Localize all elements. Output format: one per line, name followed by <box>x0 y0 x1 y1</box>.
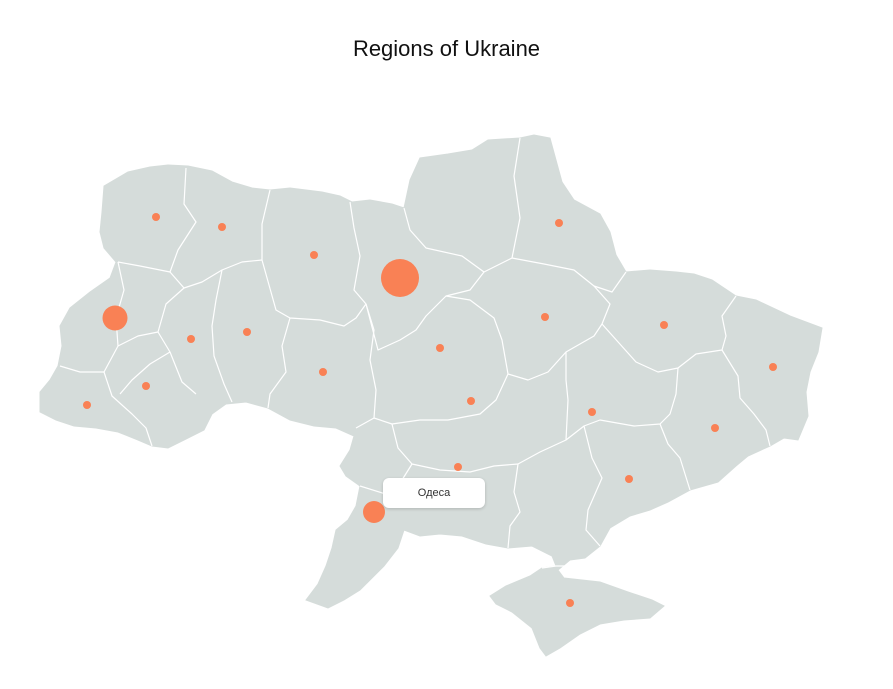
marker-odesa[interactable] <box>363 501 385 523</box>
marker-small[interactable] <box>83 401 91 409</box>
marker-small[interactable] <box>319 368 327 376</box>
region-border <box>355 303 377 429</box>
region-border <box>507 352 569 549</box>
region-border <box>117 331 159 347</box>
marker-small[interactable] <box>625 475 633 483</box>
region-border <box>157 287 197 395</box>
marker-small[interactable] <box>541 313 549 321</box>
region-border <box>261 201 367 327</box>
region-border <box>565 367 679 441</box>
region-border <box>593 271 627 293</box>
marker-small[interactable] <box>769 363 777 371</box>
region-border <box>721 349 771 447</box>
marker-small[interactable] <box>711 424 719 432</box>
region-border <box>601 295 737 373</box>
marker-small[interactable] <box>436 344 444 352</box>
marker-small[interactable] <box>467 397 475 405</box>
marker-small[interactable] <box>142 382 150 390</box>
marker-large[interactable] <box>381 259 419 297</box>
marker-small[interactable] <box>218 223 226 231</box>
map-title: Regions of Ukraine <box>352 36 541 61</box>
region-border <box>211 269 233 403</box>
region-border <box>583 425 603 547</box>
marker-small[interactable] <box>454 463 462 471</box>
marker-large[interactable] <box>102 305 128 331</box>
marker-small[interactable] <box>660 321 668 329</box>
region-border <box>267 317 291 409</box>
marker-small[interactable] <box>243 328 251 336</box>
region-border <box>169 189 271 289</box>
region-tooltip: Одеса <box>383 478 485 508</box>
region-border <box>365 207 485 351</box>
region-markers <box>83 213 777 607</box>
marker-small[interactable] <box>310 251 318 259</box>
region-border <box>483 137 521 273</box>
region-border <box>391 423 519 473</box>
marker-small[interactable] <box>187 335 195 343</box>
region-border <box>119 351 171 395</box>
region-border <box>445 295 509 375</box>
region-border <box>659 423 691 491</box>
region-border <box>541 565 572 569</box>
tooltip-label: Одеса <box>417 487 451 499</box>
marker-small[interactable] <box>566 599 574 607</box>
marker-small[interactable] <box>588 408 596 416</box>
marker-small[interactable] <box>152 213 160 221</box>
region-border <box>117 167 197 273</box>
country-shape <box>39 134 823 657</box>
region-border <box>103 371 153 447</box>
marker-small[interactable] <box>555 219 563 227</box>
